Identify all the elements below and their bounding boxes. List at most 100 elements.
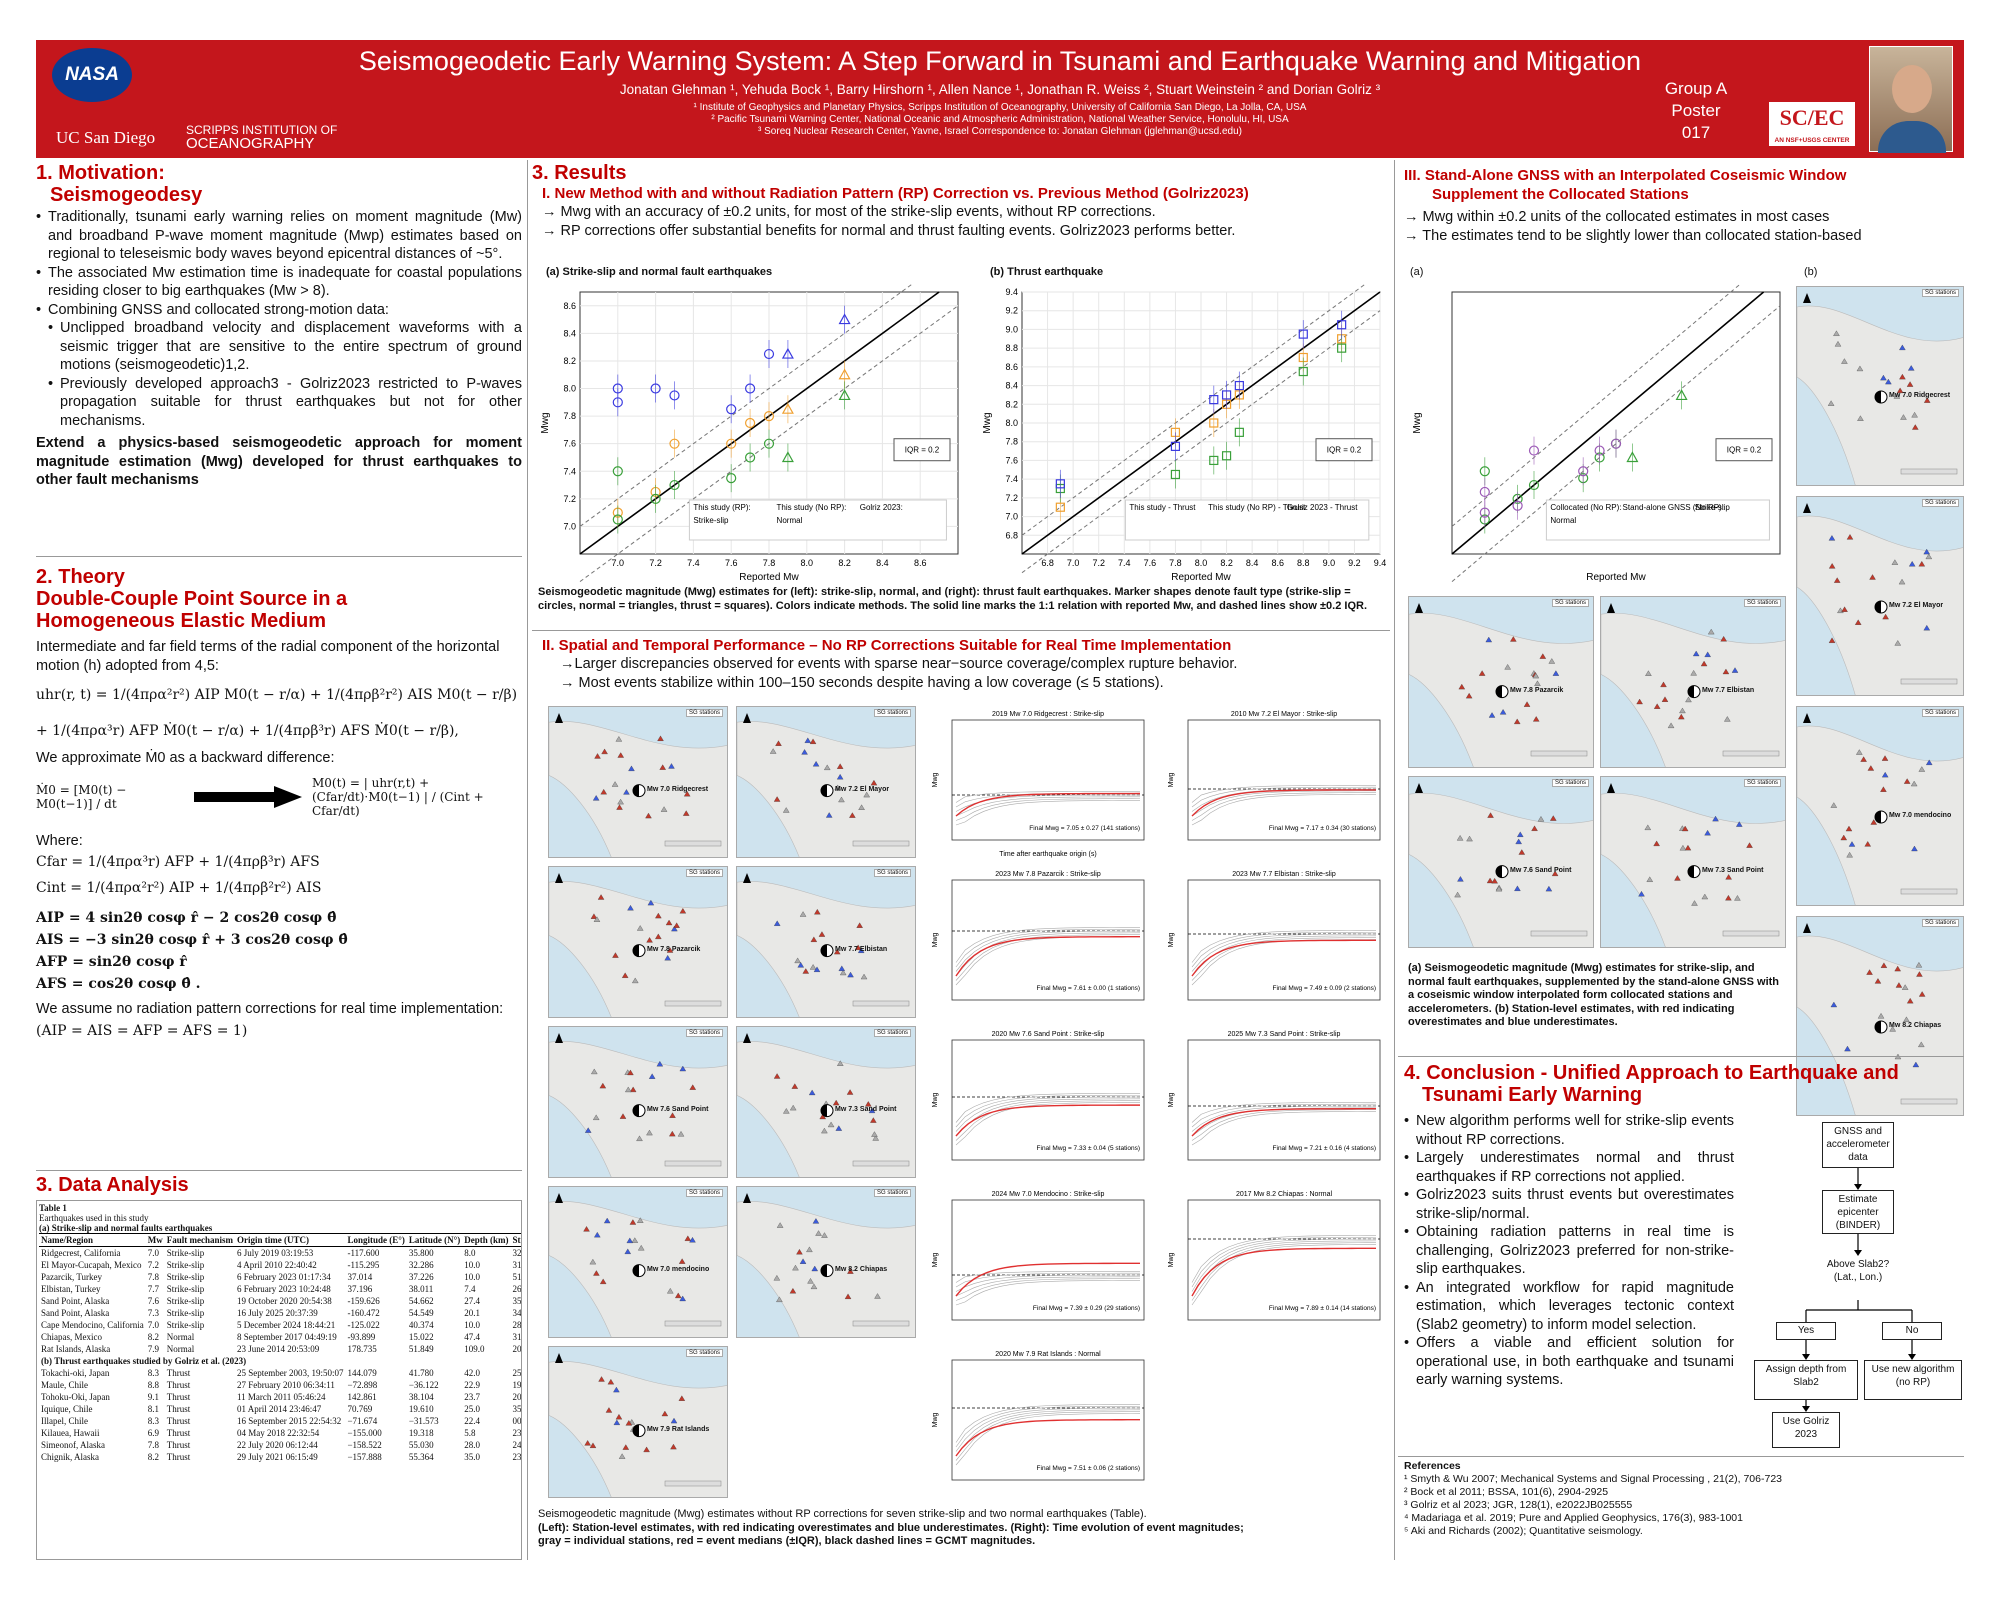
station-marker [794, 957, 801, 964]
station-marker [1531, 825, 1538, 831]
scripps-logo: SCRIPPS INSTITUTION OF OCEANOGRAPHY [186, 124, 337, 152]
data-point [781, 451, 794, 463]
station-marker [789, 1287, 797, 1294]
magnitude-time-series: 2020 Mw 7.9 Rat Islands : Normal Final Mw… [932, 1351, 1145, 1481]
table-cell: Tokachi-oki, Japan [41, 1368, 110, 1378]
y-tick-label: 7.4 [1005, 474, 1018, 484]
table-cell: 6 July 2019 03:19:53 [236, 1248, 314, 1258]
station-trace [955, 927, 1141, 963]
conclusion-bullet-1: New algorithm performs well for strike-s… [1404, 1112, 1734, 1149]
table-cell: 19°/18°/116° [512, 1380, 522, 1390]
station-marker [847, 1268, 854, 1274]
table-cell: 19.318 [408, 1428, 434, 1438]
station-marker [584, 1440, 591, 1446]
station-marker [1465, 692, 1473, 699]
station-marker [1907, 365, 1915, 371]
station-marker [1846, 851, 1853, 858]
table-cell: 42.0 [464, 1368, 480, 1378]
station-marker [617, 798, 624, 805]
station-marker [628, 765, 635, 772]
station-marker [773, 1073, 781, 1079]
table-title: Table 1 [39, 1203, 67, 1213]
standalone-title-1: III. Stand-Alone GNSS with an Interpolat… [1404, 167, 1847, 184]
station-marker [839, 969, 847, 976]
station-marker [814, 908, 821, 915]
station-marker [1638, 891, 1645, 897]
station-marker [847, 971, 854, 978]
station-marker [825, 812, 833, 818]
station-marker [1900, 414, 1907, 420]
data-point [763, 438, 775, 449]
table-cell: 25.0 [464, 1404, 480, 1414]
station-marker [1845, 825, 1853, 832]
station-map: Mw 7.3 Sand Point SG stations [736, 1026, 916, 1178]
station-marker [1848, 841, 1856, 847]
station-marker [870, 779, 878, 786]
standalone-label-a: (a) [1410, 266, 1424, 278]
theory-assume-equation: (AIP = AIS = AFP = AFS = 1) [36, 1022, 248, 1039]
station-marker [1857, 415, 1864, 421]
flow-yes: Yes [1776, 1322, 1836, 1340]
equation-afs: AFS = cos2θ cosφ θ̂ . [36, 976, 201, 992]
map-legend: SG stations [873, 709, 911, 717]
flow-box-slab2: Above Slab2? (Lat., Lon.) [1816, 1256, 1900, 1300]
station-marker [655, 912, 662, 919]
table-cell: Strike-slip [166, 1248, 205, 1258]
table-cell: Thrust [166, 1416, 191, 1426]
map-legend: SG stations [873, 1189, 911, 1197]
station-marker [797, 962, 805, 968]
station-marker [865, 1101, 872, 1107]
map-event-label: Mw 7.3 Sand Point [835, 1105, 897, 1113]
table-cell: 29 July 2021 06:15:49 [236, 1452, 318, 1462]
map-drawing [737, 867, 915, 1017]
y-tick-label: 7.0 [563, 521, 576, 531]
y-tick-label: 9.2 [1005, 306, 1018, 316]
final-magnitude-label: Final Mwg = 7.17 ± 0.34 (30 stations) [1269, 825, 1376, 832]
data-point [1337, 320, 1347, 330]
station-marker [1736, 821, 1743, 827]
table-cell: 8.0 [464, 1248, 476, 1258]
table-cell: Thrust [166, 1452, 191, 1462]
north-arrow-icon [555, 873, 563, 883]
table-cell: 19 October 2020 20:54:38 [236, 1296, 332, 1306]
station-marker [801, 749, 808, 755]
station-marker [624, 1248, 632, 1255]
magnitude-time-series: 2023 Mw 7.8 Pazarcik : Strike-slip Final … [932, 871, 1145, 1001]
station-marker [646, 1129, 653, 1136]
station-marker [605, 1407, 613, 1413]
earthquake-table-frame: Table 1 Earthquakes used in this study (… [36, 1200, 522, 1560]
section-standalone: III. Stand-Alone GNSS with an Interpolat… [1404, 166, 1964, 278]
station-marker [1681, 825, 1689, 832]
map-event-label: Mw 8.2 Chiapas [835, 1265, 888, 1273]
table-cell: 7.3 [147, 1308, 159, 1318]
station-marker [669, 1112, 676, 1118]
final-magnitude-label: Final Mwg = 7.49 ± 0.09 (2 stations) [1273, 985, 1376, 992]
workflow-flowchart: GNSS and accelerometer data Estimate epi… [1746, 1114, 1964, 1454]
results-title: 3. Results [532, 162, 627, 184]
station-map: Mw 7.2 El Mayor SG stations [736, 706, 916, 858]
station-marker [791, 1083, 799, 1089]
station-marker [1499, 709, 1507, 715]
affiliation-3: ³ Soreq Nuclear Research Center, Yavne, … [758, 126, 1242, 137]
table-cell: Thrust [166, 1392, 191, 1402]
iqr-box [1715, 438, 1773, 462]
motivation-bullet-3a: Unclipped broadband velocity and displac… [36, 319, 522, 375]
station-map: Mw 7.6 Sand Point SG stations [1408, 776, 1594, 948]
station-marker [1725, 894, 1732, 901]
station-trace [1191, 937, 1377, 981]
station-marker [1925, 759, 1933, 766]
table-cell: 51°/70°/-4° [512, 1272, 522, 1282]
station-marker [1860, 756, 1867, 762]
map-legend: SG stations [1921, 919, 1959, 927]
table-cell: Chignik, Alaska [41, 1452, 99, 1462]
station-marker [1915, 962, 1923, 968]
station-marker [773, 920, 781, 926]
table-row: Chiapas, Mexico 8.2 Normal 8 September 2017… [39, 1331, 521, 1343]
table-cell: 22 July 2020 06:12:44 [236, 1440, 318, 1450]
table-cell: 8.8 [147, 1380, 159, 1390]
y-tick-label: 9.0 [1005, 324, 1018, 334]
table-row: Cape Mendocino, California 7.0 Strike-slip… [39, 1319, 521, 1331]
table-row: El Mayor-Cucapah, Mexico 7.2 Strike-slip 4 … [39, 1259, 521, 1271]
chart-title: 2019 Mw 7.0 Ridgecrest : Strike-slip [992, 711, 1104, 718]
station-trace [1191, 1236, 1377, 1288]
